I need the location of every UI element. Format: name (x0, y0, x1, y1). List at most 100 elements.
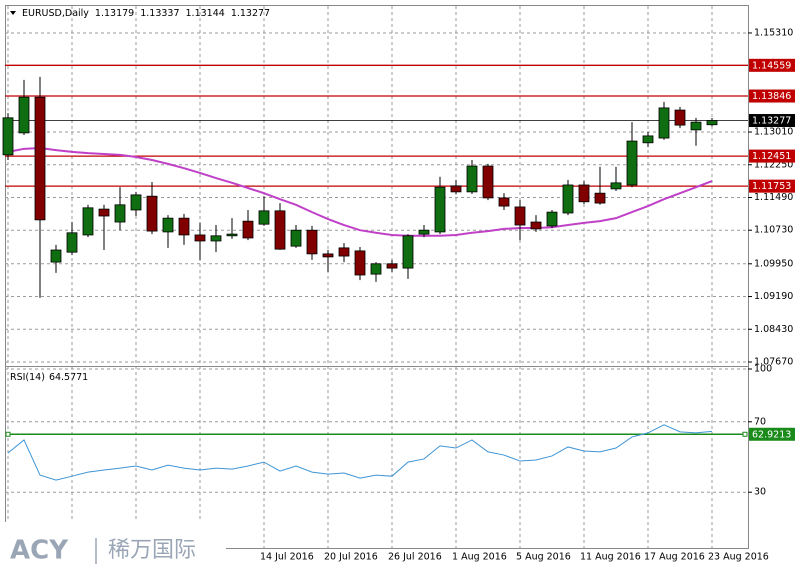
candle-body (322, 253, 334, 258)
candle-body (674, 109, 686, 126)
candle-body (210, 235, 222, 242)
moving-average (7, 146, 713, 237)
y-tick-label: 1.09950 (754, 258, 793, 269)
x-tick-label: 14 Jul 2016 (260, 552, 314, 563)
price-label: 1.13846 (752, 91, 791, 102)
rsi-line (7, 424, 713, 481)
y-tick-label: 1.13010 (754, 127, 793, 138)
candle-body (498, 197, 510, 207)
candle-body (274, 210, 286, 250)
chart-header: EURUSD,Daily 1.13179 1.13337 1.13144 1.13277 (22, 8, 270, 19)
candle-body (578, 184, 590, 203)
y-tick-label: 1.07670 (754, 356, 793, 367)
x-tick-label: 17 Aug 2016 (644, 552, 705, 563)
candle-body (162, 217, 174, 233)
candle-body (306, 229, 318, 255)
candle-body (18, 96, 30, 134)
candle-body (290, 229, 302, 247)
x-tick-label: 23 Aug 2016 (708, 552, 769, 563)
candle-body (706, 120, 718, 126)
plot-frame (5, 5, 749, 549)
x-tick-label: 1 Aug 2016 (452, 552, 507, 563)
candle-body (514, 206, 526, 226)
candle-body (434, 186, 446, 233)
price-label: 1.14559 (752, 60, 791, 71)
candle-body (66, 232, 78, 253)
candle-body (546, 211, 558, 227)
candle-body (258, 210, 270, 225)
y-tick-label: 1.15310 (754, 27, 793, 38)
x-tick-label: 5 Aug 2016 (516, 552, 571, 563)
price-label-box (749, 114, 795, 128)
price-label: 1.12451 (752, 151, 791, 162)
candle-body (610, 182, 622, 190)
y-tick-label: 30 (754, 487, 766, 498)
y-tick-label: 1.08430 (754, 324, 793, 335)
rsi-title: RSI(14) (10, 372, 45, 383)
candle-body (178, 217, 190, 236)
rsi-level-handle (5, 431, 11, 437)
candle-body (562, 184, 574, 214)
candle-body (386, 263, 398, 269)
rsi-level-handle (742, 431, 748, 437)
candle-body (418, 229, 430, 235)
candle-body (82, 207, 94, 236)
rsi-value: 64.5771 (49, 372, 88, 383)
rsi-header: RSI(14) 64.5771 (10, 372, 88, 383)
rsi-level-label: 62.9213 (752, 429, 791, 440)
y-tick-label: 1.10730 (754, 225, 793, 236)
candle-body (114, 204, 126, 223)
x-tick-label: 11 Aug 2016 (580, 552, 641, 563)
x-tick-label: 20 Jul 2016 (324, 552, 378, 563)
candle-body (402, 235, 414, 269)
watermark-box (0, 522, 226, 575)
watermark-brand: ACY (10, 536, 69, 566)
x-tick-label: 26 Jul 2016 (388, 552, 442, 563)
candle-body (450, 185, 462, 193)
candle-body (146, 195, 158, 232)
price-label-box (749, 89, 795, 103)
candle-body (98, 208, 110, 217)
candle-body (194, 234, 206, 242)
price-label-box (749, 179, 795, 193)
rsi-level-box (749, 427, 795, 441)
y-tick-label: 1.11490 (754, 192, 793, 203)
header-value: 1.13179 (95, 8, 134, 19)
y-tick-label: 100 (754, 364, 772, 375)
price-label-box (749, 58, 795, 72)
price-label-box (749, 149, 795, 163)
candle-body (50, 249, 62, 263)
candle-body (482, 165, 494, 199)
candle-body (354, 250, 366, 276)
plot-layer: 1.15310 1.13010 1.12250 1.11490 1.10730 1.099… (2, 6, 795, 563)
candle-body (2, 117, 14, 156)
y-tick-label: 1.12250 (754, 159, 793, 170)
candle-body (530, 221, 542, 230)
header-value: 1.13144 (186, 8, 225, 19)
watermark-name: 稀万国际 (108, 538, 196, 563)
candle-body (34, 96, 46, 221)
candle-body (466, 165, 478, 193)
y-tick-label: 70 (754, 416, 766, 427)
y-tick-label: 1.09190 (754, 291, 793, 302)
header-value: 1.13337 (140, 8, 179, 19)
candle-body (626, 140, 638, 186)
candle-body (690, 121, 702, 131)
candle-body (226, 233, 238, 237)
candle-body (642, 135, 654, 144)
candle-body (594, 192, 606, 204)
candle-body (130, 194, 142, 211)
price-label: 1.13277 (752, 116, 791, 127)
header-arrow (10, 11, 16, 15)
candle-body (658, 107, 670, 139)
symbol-title: EURUSD,Daily (22, 8, 89, 19)
candle-body (370, 263, 382, 275)
watermark: ACY 稀万国际 (0, 522, 226, 575)
candle-body (338, 247, 350, 257)
price-label: 1.11753 (752, 181, 791, 192)
header-value: 1.13277 (231, 8, 270, 19)
candle-body (242, 220, 254, 239)
